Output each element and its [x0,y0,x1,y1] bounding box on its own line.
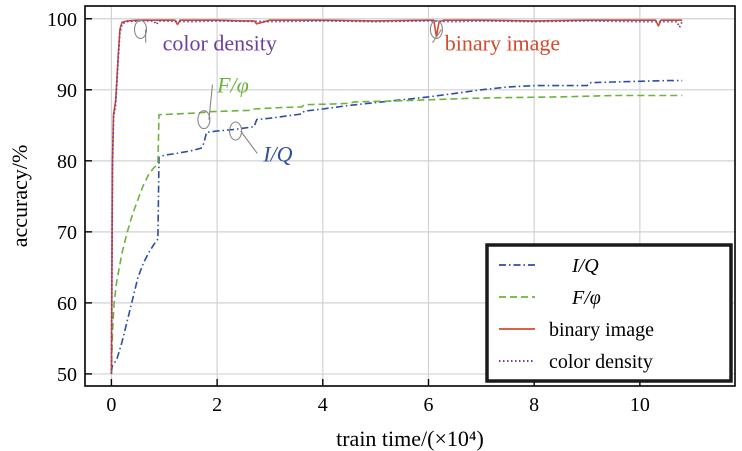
annotation-leader-binary-image [432,29,442,44]
x-tick-label-2: 2 [212,394,222,416]
y-tick-label-70: 70 [57,222,77,244]
x-tick-label-0: 0 [106,394,116,416]
series-line-color-density [110,20,684,374]
x-tick-label-8: 8 [529,394,539,416]
annotation-marker-color-density [133,19,148,39]
y-tick-label-80: 80 [57,151,77,173]
y-tick-label-60: 60 [57,293,77,315]
axis-ticks: 0 2 4 6 8 10 50 60 70 80 90 100 [47,9,650,416]
annotation-marker-f [197,110,211,130]
legend-label-color-density: color density [549,351,653,373]
y-tick-label-90: 90 [57,80,77,102]
y-tick-label-50: 50 [57,364,77,386]
legend-box [485,243,733,383]
annotation-label-color-density: color density [163,31,277,56]
annotation-marker-i-q [229,121,243,141]
annotation-marker-binary-image [429,19,443,39]
annotation-label-f: F/φ [216,73,249,98]
grid-lines [85,6,735,386]
annotation-leader-i-q [240,130,258,154]
y-axis-label: accuracy/% [7,145,32,248]
series-line-f [110,94,683,374]
plot-frame [84,5,736,387]
legend-label-i-q: I/Q [571,255,599,277]
annotations-layer: color density binary image F/φ I/Q [133,19,560,167]
series-layer [110,19,684,374]
series-line-i-q [110,79,683,372]
legend: I/Q F/φ binary image color density [485,243,733,383]
x-tick-label-6: 6 [423,394,433,416]
x-axis-label: train time/(×10⁴) [336,426,484,451]
annotation-label-binary-image: binary image [445,31,560,56]
legend-label-f: F/φ [571,287,601,309]
legend-label-binary-image: binary image [549,319,654,341]
annotation-label-i-q: I/Q [262,142,292,167]
y-tick-label-100: 100 [47,9,77,31]
x-tick-label-10: 10 [630,394,650,416]
annotation-leader-f [208,84,214,120]
x-tick-label-4: 4 [318,394,328,416]
